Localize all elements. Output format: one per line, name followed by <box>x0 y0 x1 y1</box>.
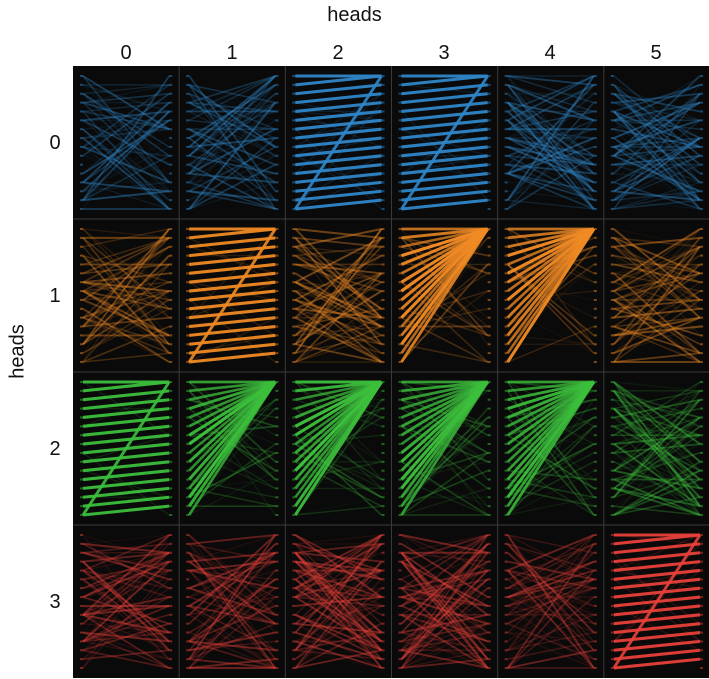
row-axis-title: heads <box>6 324 29 379</box>
column-label-2: 2 <box>332 42 344 64</box>
row-label-2: 2 <box>49 438 61 460</box>
panel-r3-c3 <box>398 534 491 669</box>
row-label-0: 0 <box>49 132 61 154</box>
panel-r2-c2 <box>292 380 385 516</box>
column-label-1: 1 <box>226 42 238 64</box>
panel-r3-c5 <box>610 533 703 670</box>
panel-r3-c1 <box>186 534 279 669</box>
panel-r3-c2 <box>292 534 385 669</box>
panel-r3-c0 <box>80 534 173 669</box>
panel-r0-c5 <box>610 75 703 210</box>
column-label-5: 5 <box>650 42 662 64</box>
column-label-0: 0 <box>120 42 132 64</box>
panel-r1-c5 <box>610 228 703 363</box>
panel-r0-c0 <box>80 75 173 210</box>
column-axis-title: heads <box>327 4 382 26</box>
panel-r0-c1 <box>186 75 279 210</box>
panel-r0-c2 <box>292 74 385 211</box>
panel-r1-c2 <box>292 228 385 363</box>
panel-r2-c0 <box>80 380 173 517</box>
row-label-1: 1 <box>49 285 61 307</box>
panel-r2-c4 <box>504 380 597 516</box>
panel-r1-c4 <box>504 227 597 363</box>
panel-r1-c0 <box>80 228 173 363</box>
row-label-3: 3 <box>49 591 61 613</box>
panel-r3-c4 <box>504 534 597 669</box>
panel-r1-c3 <box>398 227 491 363</box>
attention-grid-svg <box>73 66 709 678</box>
column-label-3: 3 <box>438 42 450 64</box>
attention-grid <box>73 66 709 678</box>
panel-r1-c1 <box>186 227 279 364</box>
panel-r0-c4 <box>504 75 597 210</box>
panel-r2-c1 <box>186 380 279 516</box>
column-label-4: 4 <box>544 42 556 64</box>
row-labels: 0 1 2 3 <box>40 66 70 678</box>
panel-r2-c3 <box>398 380 491 516</box>
panel-r0-c3 <box>398 74 491 211</box>
panel-r2-c5 <box>610 381 703 516</box>
column-labels: 0 1 2 3 4 5 <box>73 42 709 66</box>
